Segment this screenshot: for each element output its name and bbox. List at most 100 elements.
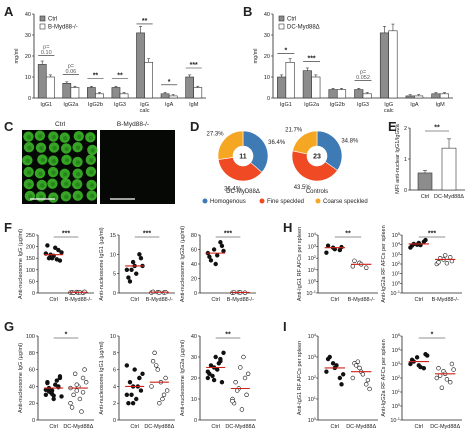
donut-count: 23	[313, 154, 321, 161]
data-point	[207, 254, 212, 259]
nucleus-core	[25, 158, 31, 164]
image-label-ctrl: Ctrl	[55, 121, 66, 128]
x-tick-label: DC-Myd88Δ	[144, 424, 174, 430]
y-tick-label: 101	[308, 395, 317, 403]
y-tick-label: 103	[308, 353, 317, 361]
y-tick-label: 15	[110, 233, 116, 239]
data-point	[205, 369, 211, 374]
y-tick-label: 104	[392, 346, 401, 354]
data-point	[221, 248, 226, 254]
y-tick-label: 102	[392, 374, 401, 382]
y-tick-label: 20	[264, 54, 270, 60]
x-tick-label: IgG2b	[88, 102, 103, 108]
data-point	[82, 367, 87, 372]
data-point	[414, 355, 420, 360]
significance-label: **	[225, 332, 231, 339]
y-tick-label: 10	[110, 252, 116, 258]
data-point	[208, 258, 214, 263]
data-point	[80, 375, 86, 381]
data-point	[46, 256, 52, 261]
data-point	[43, 392, 49, 397]
legend-label: Ctrl	[287, 17, 296, 23]
data-point	[449, 361, 455, 367]
panel-label-A: A	[4, 4, 14, 19]
slice-label: 36.4%	[224, 187, 242, 193]
data-point	[367, 386, 372, 392]
data-point	[215, 253, 220, 258]
donut-label: DC-MyD88Δ	[226, 189, 260, 195]
bar	[136, 32, 145, 99]
y-tick-label: 30	[264, 33, 270, 39]
nucleus-core	[90, 148, 96, 153]
y-tick-label: 30	[25, 33, 31, 39]
data-point	[153, 363, 159, 368]
y-tick-label: 101	[392, 270, 401, 278]
y-tick-label: 30	[191, 355, 197, 361]
scatter-plot-I0: Anti-IgG1 RF AFCs per spleen Ctrl DC-Myd88…	[297, 335, 378, 430]
y-tick-label: 104	[308, 231, 317, 239]
data-point	[444, 261, 450, 266]
y-tick-label: 20	[29, 401, 35, 407]
data-point	[434, 375, 439, 381]
x-tick-label: Ctrl	[415, 424, 424, 430]
significance-label: ***	[428, 231, 436, 238]
data-point	[443, 253, 448, 258]
y-tick-label: 0	[113, 418, 116, 424]
p-value-label: p=	[360, 70, 366, 76]
data-point	[436, 366, 441, 371]
x-tick-label: IgG2a	[304, 102, 320, 108]
nucleus-core	[63, 172, 68, 177]
bar	[144, 61, 153, 99]
legend-label: Ctrl	[48, 17, 57, 23]
data-point	[54, 257, 60, 262]
nucleus-core	[76, 194, 81, 199]
p-value-label: 0.10	[41, 50, 52, 56]
donut-label: Controls	[306, 189, 328, 195]
data-point	[339, 244, 344, 250]
slice-label: 36.4%	[268, 140, 286, 146]
x-tick-label: IgG1	[40, 102, 52, 108]
data-point	[152, 350, 157, 355]
y-tick-label: 0	[113, 291, 116, 297]
y-tick-label: 104	[392, 241, 401, 249]
x-tick-label: B-Myd88-/-	[432, 297, 459, 303]
panel-label-F: F	[4, 220, 12, 235]
y-tick-label: 80	[29, 351, 35, 357]
y-axis-label: Anti-IgG1 RF AFCs per spleen	[297, 227, 303, 301]
data-point	[72, 371, 78, 376]
nucleus-core	[77, 134, 82, 139]
x-tick-label: Ctrl	[49, 297, 58, 303]
bar	[87, 87, 96, 99]
y-axis-label: Anti-nucleosome IgG (µg/ml)	[18, 229, 24, 299]
x-tick-label: IgG1	[280, 102, 292, 108]
data-point	[126, 401, 131, 406]
significance-label: **	[142, 18, 148, 25]
y-axis-label: Anti-nucleosome IgG1 (µg/ml)	[99, 227, 105, 300]
slice-label: 27.3%	[207, 132, 225, 138]
data-point	[245, 371, 251, 376]
data-point	[211, 377, 217, 383]
data-point	[69, 405, 75, 410]
y-tick-label: 102	[392, 260, 401, 268]
y-tick-label: 6	[113, 368, 116, 374]
y-tick-label: 4	[113, 384, 116, 390]
data-point	[149, 384, 154, 389]
data-point	[350, 375, 355, 381]
y-tick-label: 50	[29, 279, 35, 285]
data-point	[364, 265, 369, 270]
data-point	[244, 392, 249, 397]
y-tick-label: 2	[113, 401, 116, 407]
data-point	[364, 382, 369, 387]
legend-label: DC-Myd88Δ	[287, 25, 320, 31]
image-label-ko: B-Myd88-/-	[117, 121, 149, 128]
y-tick-label: 101	[392, 388, 401, 396]
nucleus-core	[40, 183, 45, 188]
legend-dot	[259, 198, 265, 204]
x-tick-label: IgG	[384, 102, 393, 108]
y-tick-label: 102	[308, 374, 317, 382]
data-point	[74, 382, 79, 387]
bar	[111, 87, 121, 99]
data-point	[160, 396, 165, 402]
y-tick-label: 10-1	[390, 416, 400, 424]
